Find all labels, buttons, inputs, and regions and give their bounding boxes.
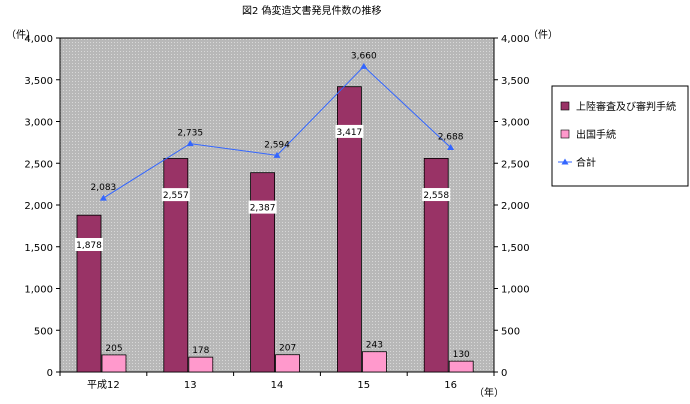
data-label-departure: 130 [453,350,470,360]
y-tick-label-right: 2,000 [501,201,530,212]
y-tick-label-right: 1,500 [501,243,530,254]
y-tick-label-right: 3,500 [501,76,530,87]
right-axis: 0 500 1,000 1,500 2,000 2,500 3,000 3,500 4,000 [494,34,530,379]
y-tick-label-left: 2,500 [24,159,53,170]
bar-departure [188,356,214,373]
data-label-departure: 243 [366,341,383,351]
y-tick-label-left: 0 [47,368,53,379]
data-label-total: 2,688 [438,133,464,143]
bar-departure [361,351,387,373]
y-tick-label-right: 500 [501,326,520,337]
data-label-bg-immigration [161,188,190,202]
y-axis-right-unit: （件） [528,29,558,41]
data-label-immigration: 3,417 [337,128,363,138]
y-tick-label-right: 4,000 [501,34,530,45]
y-axis-left-unit: （件） [6,29,36,41]
data-label-total: 2,083 [91,183,117,193]
y-tick-label-right: 2,500 [501,159,530,170]
x-tick-label: 14 [271,380,284,391]
bar-departure [448,360,474,373]
x-tick-label: 15 [357,380,370,391]
total-marker [273,151,281,158]
data-labels: 1,878 205 2,557 178 2,387 207 3,417 243 2,558 130… [75,51,470,360]
data-label-total: 3,660 [351,51,377,61]
data-label-immigration: 2,387 [250,204,276,214]
x-tick-label: 16 [444,380,457,391]
data-label-immigration: 2,558 [423,191,449,201]
total-marker [99,194,107,201]
data-label-total: 2,735 [177,129,203,139]
legend-label-immigration: 上陸審査及び審判手続 [576,100,676,113]
legend: 上陸審査及び審判手続 出国手続 合計 [551,85,689,187]
data-label-bg-immigration [422,188,451,202]
x-axis: 平成12 13 14 15 16 [59,372,495,391]
y-tick-label-left: 500 [34,326,53,337]
y-tick-label-left: 2,000 [24,201,53,212]
total-line-series [99,62,455,201]
legend-label-departure: 出国手続 [576,128,616,141]
y-tick-label-left: 3,000 [24,118,53,129]
total-marker [360,62,368,69]
legend-swatch-departure [560,129,570,139]
bar-departure [101,354,127,373]
y-tick-label-left: 3,500 [24,76,53,87]
x-tick-label: 平成12 [87,379,120,391]
data-label-bg-immigration [335,124,364,138]
y-tick-label-left: 4,000 [24,34,53,45]
plot-area [59,37,495,373]
y-tick-label-right: 1,000 [501,285,530,296]
data-label-bg-immigration [75,238,103,252]
x-tick-label: 13 [184,380,197,391]
data-label-total: 2,594 [264,140,290,150]
legend-label-total: 合計 [576,156,596,169]
data-label-immigration: 1,878 [76,241,102,251]
y-tick-label-right: 3,000 [501,118,530,129]
legend-marker-total [561,158,569,165]
chart-title: 図2 偽変造文書発見件数の推移 [242,4,382,17]
bar-departure [275,354,301,373]
total-marker [447,144,455,151]
x-axis-unit: （年） [474,386,504,399]
legend-swatch-immigration [560,101,570,111]
data-label-bg-immigration [248,200,277,214]
y-tick-label-left: 1,500 [24,243,53,254]
y-tick-label-left: 1,000 [24,285,53,296]
total-marker [186,140,194,147]
data-label-departure: 205 [105,344,122,354]
data-label-immigration: 2,557 [163,191,189,201]
data-label-departure: 207 [279,344,296,354]
y-tick-label-right: 0 [501,368,507,379]
legend-box [551,85,689,187]
left-axis: 0 500 1,000 1,500 2,000 2,500 3,000 3,500 4,000 [24,34,60,379]
data-label-departure: 178 [192,346,209,356]
